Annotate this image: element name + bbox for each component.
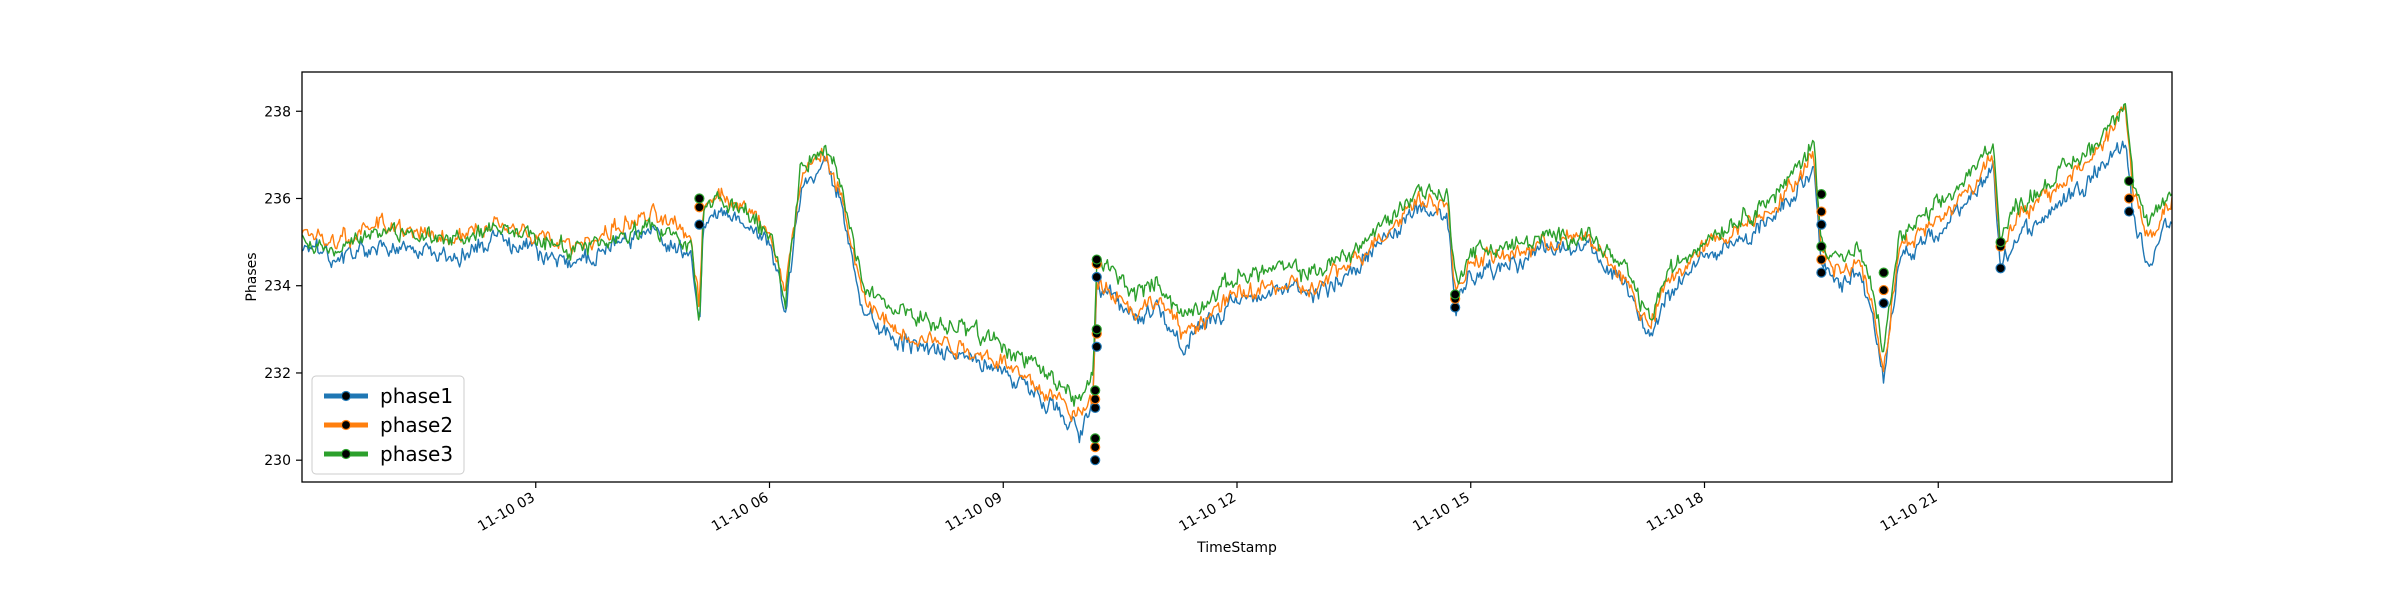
event-marker (1816, 206, 1827, 217)
y-tick-label: 230 (264, 453, 291, 469)
event-marker (1090, 442, 1101, 453)
y-axis-label: Phases (244, 252, 260, 301)
event-marker (1091, 271, 1102, 283)
event-marker (2124, 206, 2135, 217)
legend-marker-phase2 (340, 419, 352, 431)
event-marker (1091, 341, 1102, 352)
event-marker (1816, 241, 1827, 252)
event-marker (694, 219, 705, 230)
event-marker (2124, 193, 2135, 204)
legend-marker-phase3 (340, 448, 352, 460)
event-marker (1090, 455, 1101, 466)
legend-label-phase3: phase3 (380, 442, 453, 466)
event-marker (1995, 263, 2006, 274)
event-marker (1816, 189, 1827, 200)
event-marker (1450, 289, 1461, 300)
y-tick-label: 232 (264, 366, 291, 382)
legend-box (311, 375, 465, 475)
x-axis-label: TimeStamp (1196, 540, 1277, 556)
event-marker (1090, 433, 1101, 444)
y-tick-label: 234 (264, 279, 291, 295)
event-marker (1090, 385, 1101, 396)
event-marker (1090, 394, 1101, 405)
y-tick-label: 238 (264, 104, 291, 120)
event-marker (1450, 302, 1461, 313)
event-marker (2124, 175, 2135, 187)
event-marker (1091, 254, 1102, 265)
y-tick-label: 236 (264, 191, 291, 207)
event-marker (1090, 402, 1101, 413)
event-marker (694, 202, 705, 213)
event-marker (1816, 254, 1827, 265)
y-axis-ticks: 230 232 234 236 238 (264, 104, 302, 469)
legend-marker-phase1 (340, 390, 352, 402)
legend-label-phase2: phase2 (380, 413, 453, 437)
legend: phase1 phase2 phase3 (311, 375, 465, 475)
event-marker (1091, 324, 1102, 335)
event-marker (1878, 284, 1889, 296)
event-marker (694, 193, 705, 204)
series-line-phase3 (302, 103, 2172, 407)
series-line-phase2 (302, 104, 2172, 422)
event-marker (1878, 298, 1889, 309)
legend-label-phase1: phase1 (380, 384, 453, 408)
event-marker (1995, 237, 2006, 248)
event-marker (1878, 267, 1889, 278)
event-marker (1816, 267, 1827, 278)
event-marker (1816, 219, 1827, 230)
marker-layer (694, 175, 2135, 466)
series-layer (302, 103, 2172, 444)
series-line-phase1 (302, 140, 2172, 444)
